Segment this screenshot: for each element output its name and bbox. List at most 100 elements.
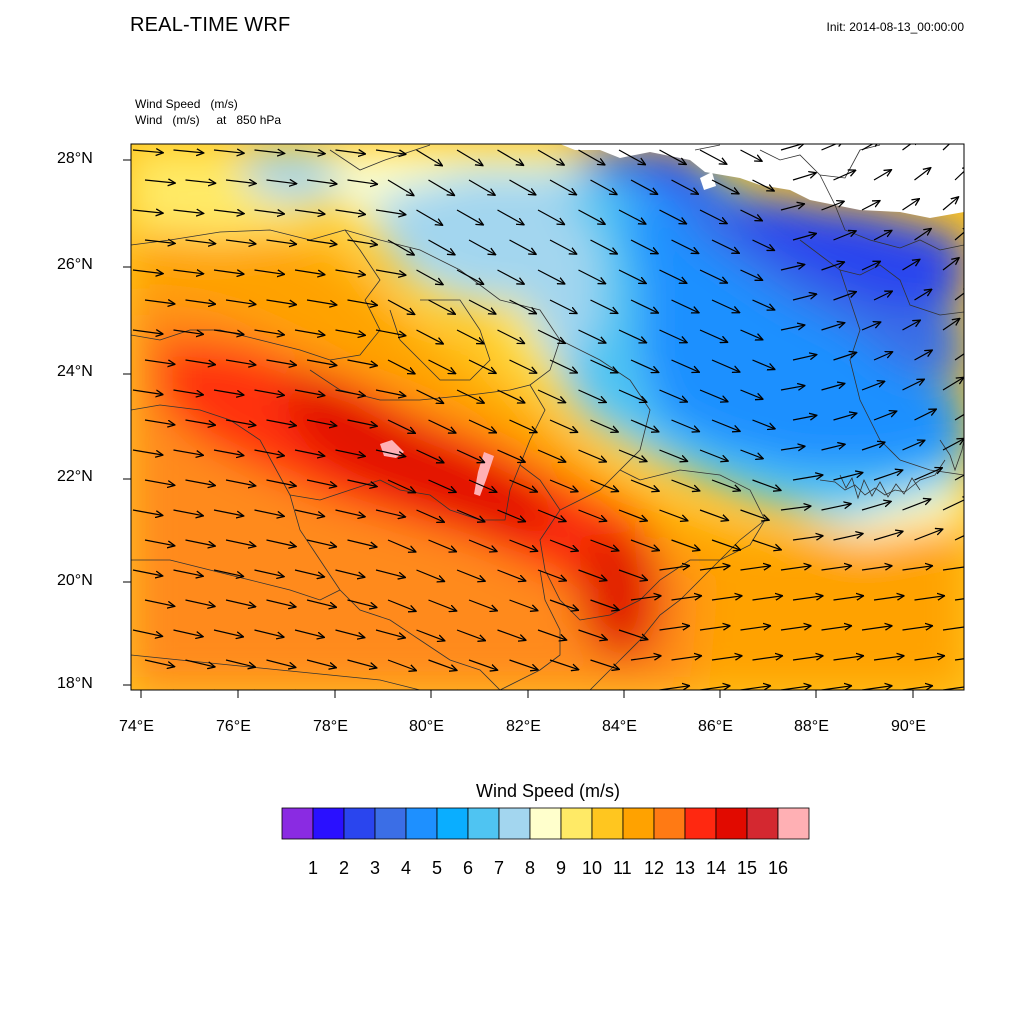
lon-label-82E: 82°E	[506, 718, 541, 735]
wind-arrow-icon	[792, 173, 816, 181]
wind-arrow-icon	[792, 294, 816, 301]
wind-arrow-icon	[416, 329, 444, 344]
wind-arrow-icon	[347, 599, 377, 607]
wind-arrow-icon	[740, 149, 762, 161]
wind-arrow-icon	[914, 656, 945, 660]
wind-arrow-icon	[428, 419, 456, 433]
wind-arrow-icon	[254, 509, 284, 516]
colorbar-swatch	[560, 807, 593, 840]
wind-arrow-icon	[266, 479, 296, 486]
wind-arrow-icon	[699, 149, 727, 164]
wind-arrow-icon	[213, 329, 244, 335]
wind-arrow-icon	[549, 539, 578, 551]
wind-arrow-icon	[821, 686, 852, 690]
wind-arrow-icon	[590, 179, 617, 194]
wind-arrow-icon	[144, 180, 175, 183]
wind-arrow-icon	[914, 168, 931, 181]
wind-arrow-icon	[699, 509, 728, 520]
wind-arrow-icon	[416, 509, 445, 522]
wind-arrow-icon	[954, 658, 964, 661]
wind-arrow-icon	[590, 599, 619, 610]
wind-arrow-icon	[630, 596, 661, 600]
lat-label-20N: 20°N	[57, 572, 93, 589]
wind-arrow-icon	[306, 239, 337, 244]
wind-arrow-icon	[225, 479, 255, 486]
wind-arrow-icon	[549, 479, 578, 492]
wind-arrow-icon	[902, 260, 920, 271]
wind-arrow-icon	[375, 389, 405, 396]
wind-arrow-icon	[699, 626, 730, 630]
wind-arrow-icon	[456, 389, 484, 403]
wind-arrow-icon	[873, 596, 904, 600]
wind-arrow-icon	[954, 166, 964, 181]
lon-label-74E: 74°E	[119, 718, 154, 735]
wind-arrow-icon	[954, 598, 964, 601]
wind-arrow-icon	[428, 599, 457, 611]
wind-arrow-icon	[752, 539, 781, 550]
wind-arrow-icon	[416, 569, 445, 581]
wind-arrow-icon	[873, 470, 902, 481]
wind-arrow-icon	[254, 569, 284, 577]
wind-arrow-icon	[699, 269, 727, 283]
wind-arrow-icon	[618, 389, 647, 402]
wind-arrow-icon	[497, 149, 524, 165]
wind-arrow-icon	[942, 497, 964, 511]
wind-arrow-icon	[387, 299, 414, 314]
lon-label-80E: 80°E	[409, 718, 444, 735]
wind-arrow-icon	[335, 269, 366, 275]
lat-label-22N: 22°N	[57, 468, 93, 485]
wind-arrow-icon	[185, 539, 215, 546]
wind-arrow-icon	[740, 269, 763, 280]
wind-arrow-icon	[144, 419, 175, 425]
colorbar-swatch	[436, 807, 469, 840]
wind-arrow-icon	[914, 596, 945, 600]
wind-arrow-icon	[266, 599, 296, 607]
wind-arrow-icon	[173, 449, 204, 455]
wind-arrow-icon	[711, 299, 739, 313]
wind-arrow-icon	[711, 479, 740, 491]
wind-arrow-icon	[456, 209, 483, 225]
wind-arrow-icon	[132, 270, 163, 274]
wind-arrow-icon	[780, 686, 811, 690]
wind-arrow-icon	[752, 419, 775, 429]
wind-arrow-icon	[711, 239, 739, 253]
wind-arrow-icon	[375, 509, 405, 517]
wind-arrow-icon	[213, 270, 244, 274]
wind-arrow-icon	[671, 479, 700, 491]
wind-arrow-icon	[347, 419, 377, 426]
wind-arrow-icon	[213, 389, 244, 395]
wind-arrow-icon	[873, 531, 903, 541]
wind-arrow-icon	[213, 150, 244, 153]
wind-arrow-icon	[619, 689, 622, 690]
wind-arrow-icon	[833, 231, 856, 241]
wind-arrow-icon	[497, 389, 525, 403]
wind-arrow-icon	[549, 299, 577, 313]
wind-arrow-icon	[335, 329, 366, 335]
wind-arrow-icon	[375, 629, 405, 638]
wind-arrow-icon	[549, 419, 577, 432]
wind-arrow-icon	[428, 659, 457, 670]
wind-arrow-icon	[630, 359, 658, 372]
wind-arrow-icon	[225, 180, 256, 184]
wind-arrow-icon	[792, 656, 823, 660]
wind-arrow-icon	[456, 569, 485, 581]
wind-arrow-icon	[468, 299, 496, 314]
wind-arrow-icon	[509, 479, 538, 492]
wind-arrow-icon	[497, 269, 525, 284]
wind-arrow-icon	[792, 475, 823, 481]
wind-arrow-icon	[914, 468, 943, 481]
wind-arrow-icon	[740, 389, 763, 399]
wind-arrow-icon	[509, 539, 538, 551]
wind-arrow-icon	[942, 197, 958, 211]
colorbar-level-label: 12	[644, 858, 665, 878]
wind-arrow-icon	[509, 599, 538, 611]
wind-arrow-icon	[618, 269, 646, 283]
wind-arrow-icon	[873, 411, 896, 421]
wind-arrow-icon	[375, 209, 406, 215]
wind-arrow-icon	[780, 325, 805, 331]
wind-arrow-icon	[549, 659, 578, 670]
colorbar-level-label: 11	[613, 858, 632, 878]
wind-arrow-icon	[173, 629, 203, 637]
colorbar-level-label: 8	[525, 858, 536, 878]
